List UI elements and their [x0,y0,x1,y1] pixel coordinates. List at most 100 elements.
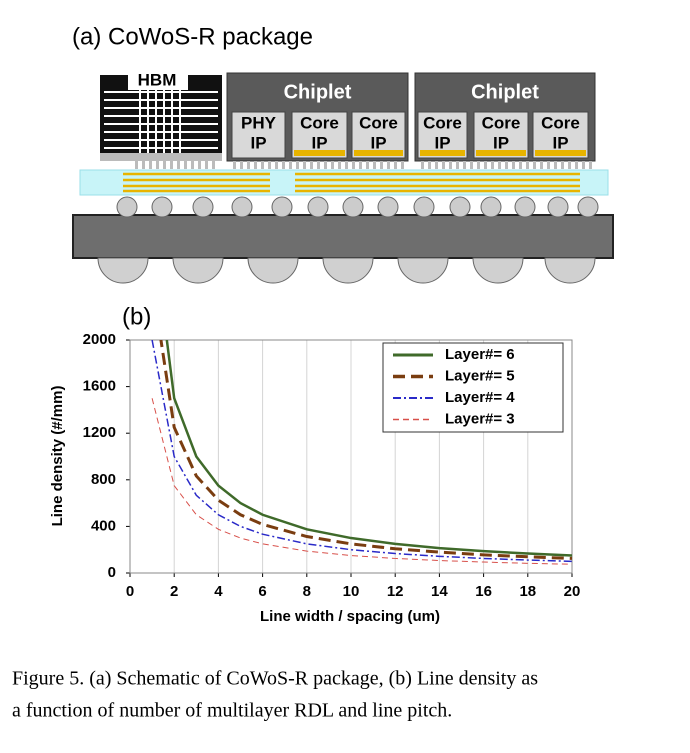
ip-label: Core [423,113,462,132]
micro-bump [170,161,173,169]
diagram-title: (a) CoWoS-R package [72,23,313,50]
micro-bump [463,161,466,169]
micro-bump [554,161,557,169]
x-axis-label: Line width / spacing (um) [260,608,440,625]
small-bump [449,196,471,218]
small-bump [116,196,138,218]
y-tick-label: 2000 [83,331,116,348]
micro-bump [498,161,501,169]
solder-ball [172,257,224,284]
caption-line: a function of number of multilayer RDL a… [12,700,452,722]
micro-bump [156,161,159,169]
ip-label: IP [311,133,327,152]
ip-pad [420,150,465,156]
micro-bump [428,161,431,169]
small-bump [413,196,435,218]
ip-label: Core [482,113,521,132]
chart-title: (b) [122,303,151,330]
micro-bump [240,161,243,169]
small-bump [307,196,329,218]
micro-bump [198,161,201,169]
micro-bump [470,161,473,169]
x-tick-label: 20 [564,583,581,600]
micro-bump [184,161,187,169]
caption-line: Figure 5. (a) Schematic of CoWoS-R packa… [12,668,538,690]
x-tick-label: 6 [258,583,266,600]
micro-bump [303,161,306,169]
x-tick-label: 2 [170,583,178,600]
micro-bump [526,161,529,169]
ip-pad [535,150,586,156]
micro-bump [338,161,341,169]
micro-bump [512,161,515,169]
micro-bump [491,161,494,169]
small-bump [151,196,173,218]
small-bump [547,196,569,218]
series-line [165,340,572,557]
y-tick-label: 1600 [83,378,116,395]
small-bump [271,196,293,218]
ip-label: Core [359,113,398,132]
micro-bump [233,161,236,169]
ip-label: IP [370,133,386,152]
micro-bump [484,161,487,169]
solder-ball [397,257,449,284]
micro-bump [442,161,445,169]
solder-ball [97,257,149,284]
series-line [159,340,572,560]
ip-block [231,111,286,159]
micro-bump [142,161,145,169]
ip-label: PHY [241,113,277,132]
x-tick-label: 10 [343,583,360,600]
ip-label: IP [434,133,450,152]
x-tick-label: 12 [387,583,404,600]
micro-bump [519,161,522,169]
solder-ball [322,257,374,284]
micro-bump [275,161,278,169]
micro-bump [345,161,348,169]
x-tick-label: 0 [126,583,134,600]
chiplet-label: Chiplet [284,81,352,103]
small-bump [377,196,399,218]
series-line [151,398,572,565]
micro-bump [582,161,585,169]
micro-bumps [135,161,592,169]
micro-bump [317,161,320,169]
micro-bump [212,161,215,169]
small-bump [480,196,502,218]
micro-bump [177,161,180,169]
micro-bump [561,161,564,169]
micro-bump [533,161,536,169]
x-tick-label: 14 [431,583,448,600]
substrate [72,214,614,259]
y-tick-label: 400 [91,517,116,534]
x-tick-label: 4 [214,583,223,600]
small-bump [231,196,253,218]
y-tick-label: 1200 [83,424,116,441]
solder-ball [472,257,524,284]
micro-bump [589,161,592,169]
hbm-label: HBM [138,70,177,89]
micro-bump [310,161,313,169]
micro-bump [373,161,376,169]
micro-bump [359,161,362,169]
micro-bump [289,161,292,169]
micro-bump [575,161,578,169]
solder-ball [544,257,596,284]
small-bump [514,196,536,218]
ip-pad [294,150,345,156]
small-bump [342,196,364,218]
micro-bump [421,161,424,169]
micro-bump [568,161,571,169]
rdl-lines [123,172,580,193]
micro-bump [401,161,404,169]
micro-bump [135,161,138,169]
ip-label: IP [250,133,266,152]
micro-bump [366,161,369,169]
micro-bump [449,161,452,169]
micro-bump [268,161,271,169]
small-bump [577,196,599,218]
y-axis-label: Line density (#/mm) [49,386,66,527]
micro-bump [247,161,250,169]
ip-pad [476,150,526,156]
